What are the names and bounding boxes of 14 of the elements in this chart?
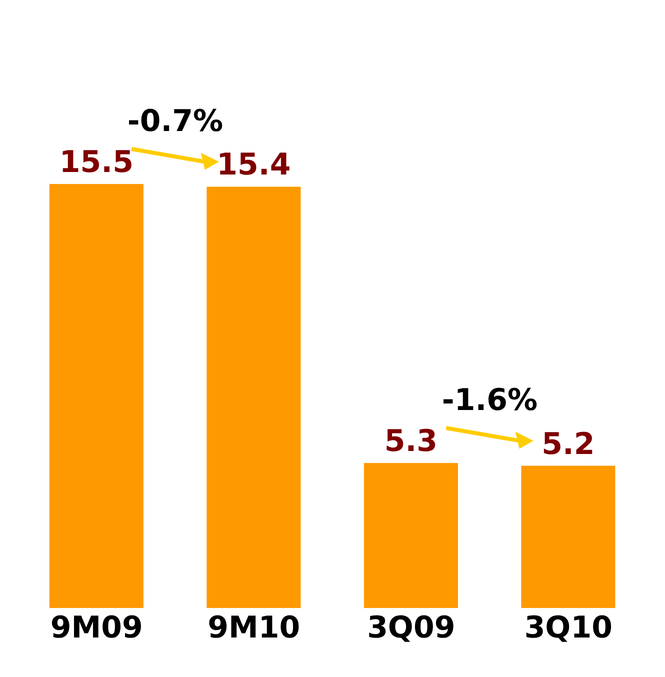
bar <box>206 186 301 608</box>
bar <box>364 463 458 608</box>
annotation: -1.6% <box>442 383 538 418</box>
bar <box>49 184 144 608</box>
x-tick-label: 3Q09 <box>367 610 456 646</box>
data-label: 15.4 <box>216 148 291 183</box>
bar <box>521 466 616 608</box>
data-label: 5.3 <box>384 424 438 460</box>
x-tick-label: 3Q10 <box>524 610 612 646</box>
x-tick-label: 9M10 <box>208 610 300 646</box>
x-tick-label: 9M09 <box>50 610 143 646</box>
text: -0.7% <box>127 104 224 139</box>
data-label: 15.5 <box>59 145 134 180</box>
data-label: 5.2 <box>542 426 595 462</box>
